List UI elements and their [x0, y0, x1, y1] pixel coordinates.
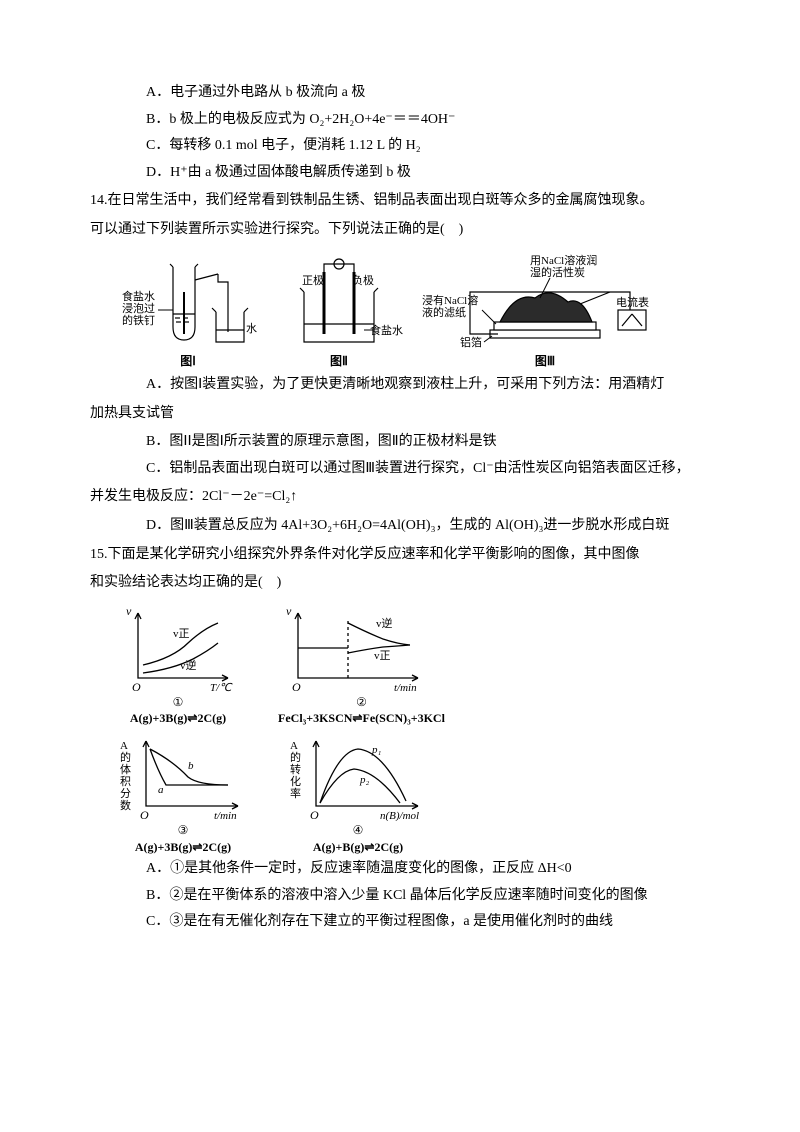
svg-text:湿的活性炭: 湿的活性炭: [530, 265, 585, 279]
q13-option-b: B．b 极上的电极反应式为 O₂+2H₂O+4e⁻＝＝4OH⁻: [90, 107, 710, 134]
svg-text:O: O: [292, 680, 301, 693]
svg-text:水: 水: [246, 322, 257, 335]
svg-text:数: 数: [120, 799, 131, 812]
svg-text:v正: v正: [173, 628, 190, 640]
svg-text:浸有NaCl溶: 浸有NaCl溶: [422, 293, 478, 307]
q15-graph1: v O T/℃ v正 v逆 ① A(g)+3B(g)⇌2C(g): [118, 603, 238, 726]
svg-text:化: 化: [290, 774, 301, 788]
svg-text:负极: 负极: [352, 273, 374, 287]
svg-text:的: 的: [120, 750, 131, 764]
svg-text:t/min: t/min: [214, 810, 237, 821]
svg-text:的: 的: [290, 750, 301, 764]
svg-text:的铁钉: 的铁钉: [122, 313, 155, 327]
svg-text:积: 积: [120, 775, 131, 788]
svg-text:正极: 正极: [302, 273, 324, 287]
svg-text:体: 体: [120, 762, 131, 776]
q14-option-a-line1: A．按图Ⅰ装置实验，为了更快更清晰地观察到液柱上升，可采用下列方法：用酒精灯: [90, 372, 710, 399]
svg-text:液的滤纸: 液的滤纸: [422, 305, 466, 319]
q14-option-c-line1: C．铝制品表面出现白斑可以通过图Ⅲ装置进行探究，Cl⁻由活性炭区向铝箔表面区迁移…: [90, 456, 710, 483]
svg-text:t/min: t/min: [394, 682, 417, 693]
q14-fig1: 食盐水 浸泡过 的铁钉 水 图Ⅰ: [118, 252, 258, 368]
svg-text:食盐水: 食盐水: [122, 289, 155, 303]
q15-option-a: A．①是其他条件一定时，反应速率随温度变化的图像，正反应 ΔH<0: [90, 856, 710, 883]
svg-text:n(B)/mol: n(B)/mol: [380, 810, 419, 821]
q15-graph4: A 的 转 化 率 O n(B)/mol p₁ p₂ ④ A(g)+B(g)⇌2…: [288, 731, 428, 854]
svg-text:p₁: p₁: [371, 744, 382, 756]
q15-graph2: v O t/min v逆 v正 ② FeCl₃+3KSCN⇌Fe(SCN)₃+3…: [278, 603, 445, 726]
q14-fig1-caption: 图Ⅰ: [118, 354, 258, 368]
q15-stem-line2: 和实验结论表达均正确的是( ): [90, 570, 710, 597]
q15-graph-row2: A 的 体 积 分 数 O t/min a b ③ A(g)+3B(g)⇌2C(…: [118, 731, 710, 854]
svg-text:O: O: [132, 680, 141, 693]
svg-text:铝箔: 铝箔: [460, 335, 482, 349]
svg-text:O: O: [310, 808, 319, 821]
q15-stem-line1: 15.下面是某化学研究小组探究外界条件对化学反应速率和化学平衡影响的图像，其中图…: [90, 542, 710, 569]
q14-stem-line1: 14.在日常生活中，我们经常看到铁制品生锈、铝制品表面出现白斑等众多的金属腐蚀现…: [90, 188, 710, 215]
svg-text:v: v: [286, 604, 292, 618]
q13-option-c: C．每转移 0.1 mol 电子，便消耗 1.12 L 的 H₂: [90, 133, 710, 160]
svg-text:v正: v正: [374, 650, 391, 662]
svg-text:电流表: 电流表: [616, 295, 649, 309]
svg-text:转: 转: [290, 762, 301, 776]
svg-text:分: 分: [120, 787, 131, 800]
q13-option-d: D．H⁺由 a 极通过固体酸电解质传递到 b 极: [90, 160, 710, 187]
q15-option-b: B．②是在平衡体系的溶液中溶入少量 KCl 晶体后化学反应速率随时间变化的图像: [90, 883, 710, 910]
svg-text:A: A: [120, 740, 128, 752]
svg-text:O: O: [140, 808, 149, 821]
svg-text:T/℃: T/℃: [210, 682, 233, 693]
svg-text:率: 率: [290, 786, 301, 800]
q14-option-b: B．图ⅠⅠ是图Ⅰ所示装置的原理示意图，图Ⅱ的正极材料是铁: [90, 429, 710, 456]
q13-option-a: A．电子通过外电路从 b 极流向 a 极: [90, 80, 710, 107]
svg-text:p₂: p₂: [359, 774, 370, 786]
q14-option-c-line2: 并发生电极反应：2Cl⁻－2e⁻=Cl₂↑: [90, 484, 710, 511]
q14-fig3: 用NaCl溶液润 湿的活性炭 浸有NaCl溶 液的滤纸 铝箔 电流表 图Ⅲ: [420, 252, 670, 368]
q14-option-d: D．图Ⅲ装置总反应为 4Al+3O₂+6H₂O=4Al(OH)₃，生成的 Al(…: [90, 513, 710, 540]
svg-text:a: a: [158, 784, 164, 796]
q15-graph-row1: v O T/℃ v正 v逆 ① A(g)+3B(g)⇌2C(g): [118, 603, 710, 726]
svg-text:b: b: [188, 760, 194, 772]
svg-text:食盐水: 食盐水: [370, 323, 403, 337]
svg-text:用NaCl溶液润: 用NaCl溶液润: [530, 253, 597, 267]
svg-text:v逆: v逆: [180, 658, 197, 672]
q14-fig2-caption: 图Ⅱ: [274, 354, 404, 368]
svg-text:v逆: v逆: [376, 616, 393, 630]
q15-graph3: A 的 体 积 分 数 O t/min a b ③ A(g)+3B(g)⇌2C(…: [118, 731, 248, 854]
q15-option-c: C．③是在有无催化剂存在下建立的平衡过程图像，a 是使用催化剂时的曲线: [90, 909, 710, 936]
q14-stem-line2: 可以通过下列装置所示实验进行探究。下列说法正确的是( ): [90, 217, 710, 244]
q14-fig3-caption: 图Ⅲ: [420, 354, 670, 368]
svg-text:v: v: [126, 604, 132, 618]
q14-option-a-line2: 加热具支试管: [90, 401, 710, 428]
q14-figure-row: 食盐水 浸泡过 的铁钉 水 图Ⅰ: [118, 252, 710, 368]
svg-text:浸泡过: 浸泡过: [122, 301, 155, 315]
svg-text:A: A: [290, 740, 298, 752]
q14-fig2: 正极 负极 食盐水 图Ⅱ: [274, 252, 404, 368]
